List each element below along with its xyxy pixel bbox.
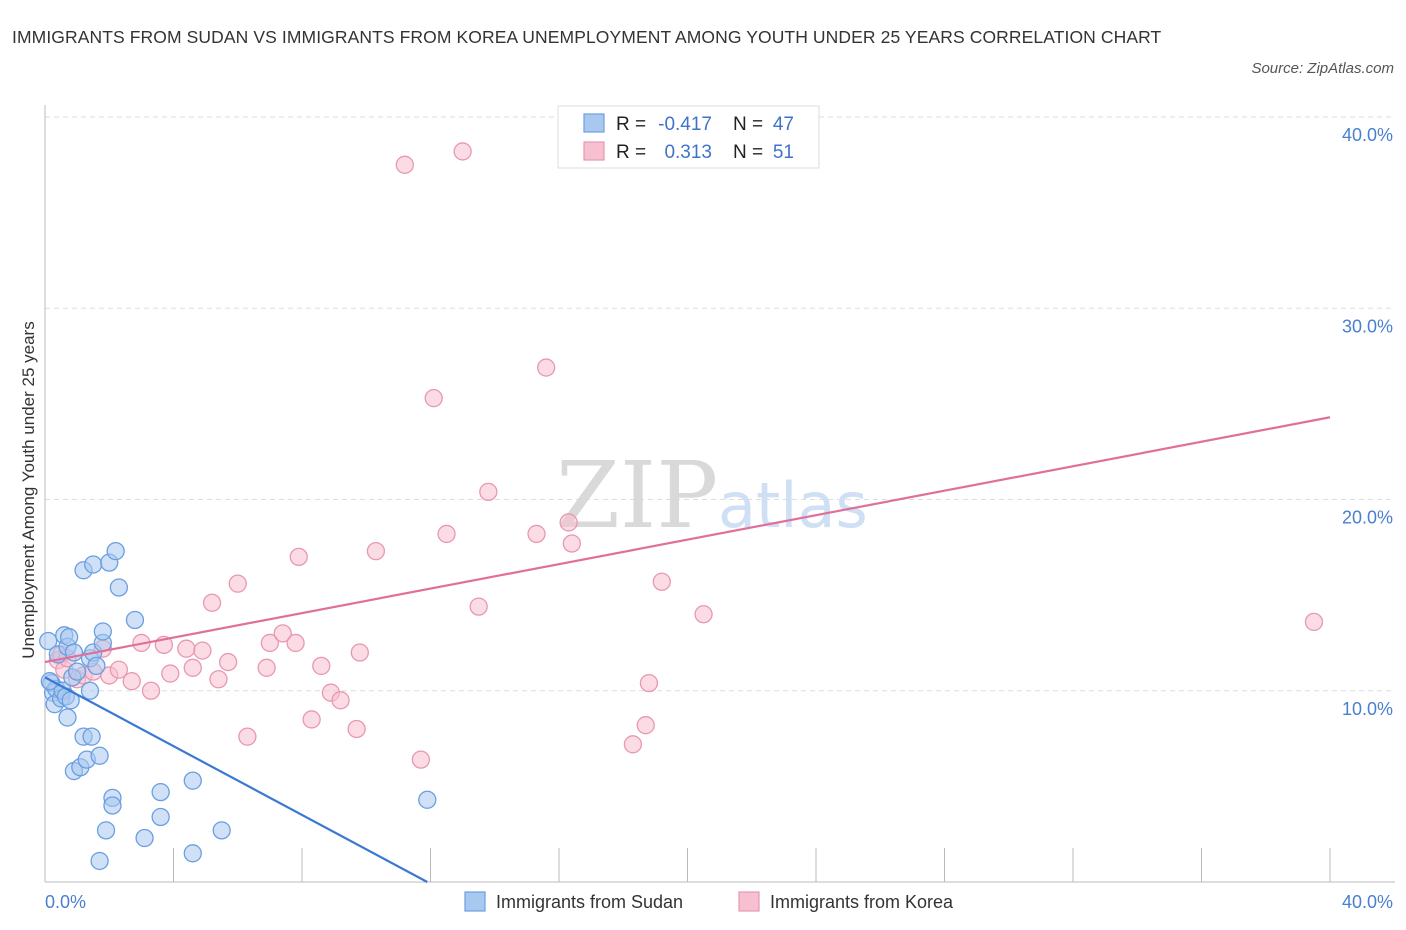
legend-swatch-sudan [464,891,486,912]
sudan-point-40 [151,782,170,802]
korea-point-24 [260,633,280,653]
stats-legend-swatch-sudan [583,113,605,133]
stats-r-label-korea: R = [616,142,646,163]
korea-point-14 [161,664,180,683]
korea-point-31 [331,691,350,710]
stats-r-value-korea: 0.313 [664,142,712,163]
sudan-point-43 [183,844,202,863]
sudan-points [39,541,437,871]
korea-point-37 [424,388,443,408]
korea-point-46 [623,735,643,754]
korea-point-22 [238,727,257,746]
sudan-point-44 [212,821,231,840]
sudan-point-22 [80,681,100,700]
korea-point-45 [562,534,581,553]
korea-point-42 [527,524,546,544]
trend-lines [44,416,1331,883]
korea-point-40 [469,597,488,616]
korea-point-20 [218,652,238,672]
sudan-point-25 [84,555,103,574]
sudan-point-36 [106,541,125,561]
sudan-point-12 [59,628,79,647]
korea-point-50 [694,605,713,624]
stats-n-value-sudan: 47 [773,114,794,135]
grid-lines [45,116,1395,692]
korea-point-25 [273,624,292,643]
sudan-point-28 [90,746,109,765]
korea-point-43 [537,358,556,377]
stats-n-value-korea: 51 [773,142,794,163]
sudan-point-17 [67,662,87,681]
watermark-atlas: atlas [718,469,868,542]
korea-point-12 [141,681,161,700]
korea-point-23 [257,658,276,677]
series-legend: Immigrants from Sudan Immigrants from Ko… [464,891,954,912]
legend-label-korea: Immigrants from Korea [770,892,954,912]
legend-swatch-korea [738,891,760,912]
stats-r-value-sudan: -0.417 [658,114,712,135]
stats-legend: R = -0.417 N = 47 R = 0.313 N = 51 [557,105,820,169]
korea-point-29 [312,656,331,676]
sudan-point-42 [183,771,202,790]
korea-point-39 [453,142,472,161]
sudan-point-41 [151,807,170,827]
korea-trend-line [44,416,1331,664]
y-tick-label-40: 40.0% [1342,125,1393,145]
sudan-point-38 [125,610,145,630]
korea-point-15 [177,639,196,658]
axes [44,105,1395,883]
korea-point-38 [437,524,456,544]
korea-point-48 [639,673,659,693]
sudan-point-11 [58,708,77,727]
sudan-point-27 [87,656,106,676]
korea-point-34 [366,541,386,561]
stats-r-label-sudan: R = [616,114,646,135]
sudan-point-45 [418,790,437,809]
watermark-zip: ZIP [556,442,718,549]
sudan-point-29 [90,851,109,871]
source-credit: Source: ZipAtlas.com [1251,60,1394,77]
y-tick-label-10: 10.0% [1342,699,1393,719]
tick-labels: 10.0% 20.0% 30.0% 40.0% 0.0% 40.0% [45,125,1393,912]
korea-point-18 [202,593,222,612]
korea-point-49 [652,572,671,591]
x-tick-label-max: 40.0% [1342,892,1393,912]
korea-point-21 [228,574,247,593]
korea-point-44 [559,513,578,532]
korea-point-33 [350,643,369,662]
sudan-point-0 [39,631,58,651]
korea-point-16 [183,658,202,677]
stats-n-label-korea: N = [733,142,763,163]
korea-point-27 [289,547,308,567]
korea-point-10 [122,672,141,691]
sudan-trend-line [44,676,428,883]
korea-point-9 [109,660,129,679]
sudan-point-39 [135,828,154,848]
korea-point-32 [347,719,366,739]
stats-n-label-sudan: N = [733,114,763,135]
sudan-point-31 [93,622,112,641]
legend-label-sudan: Immigrants from Sudan [496,892,683,912]
sudan-point-32 [96,821,116,840]
y-tick-label-20: 20.0% [1342,508,1393,528]
korea-point-17 [193,641,212,660]
sudan-point-35 [103,796,122,815]
korea-point-19 [209,670,228,689]
y-tick-label-30: 30.0% [1342,316,1393,336]
y-axis-label: Unemployment Among Youth under 25 years [19,321,38,658]
korea-point-41 [479,482,498,502]
sudan-point-37 [109,578,129,597]
x-tick-label-min: 0.0% [45,892,86,912]
sudan-point-24 [82,727,101,746]
chart-title: IMMIGRANTS FROM SUDAN VS IMMIGRANTS FROM… [12,27,1162,47]
stats-legend-swatch-korea [583,141,605,161]
korea-point-47 [636,716,655,735]
korea-point-51 [1304,612,1324,632]
korea-point-35 [395,155,414,174]
korea-point-36 [411,750,431,769]
korea-point-26 [286,633,305,653]
korea-point-28 [302,710,321,729]
